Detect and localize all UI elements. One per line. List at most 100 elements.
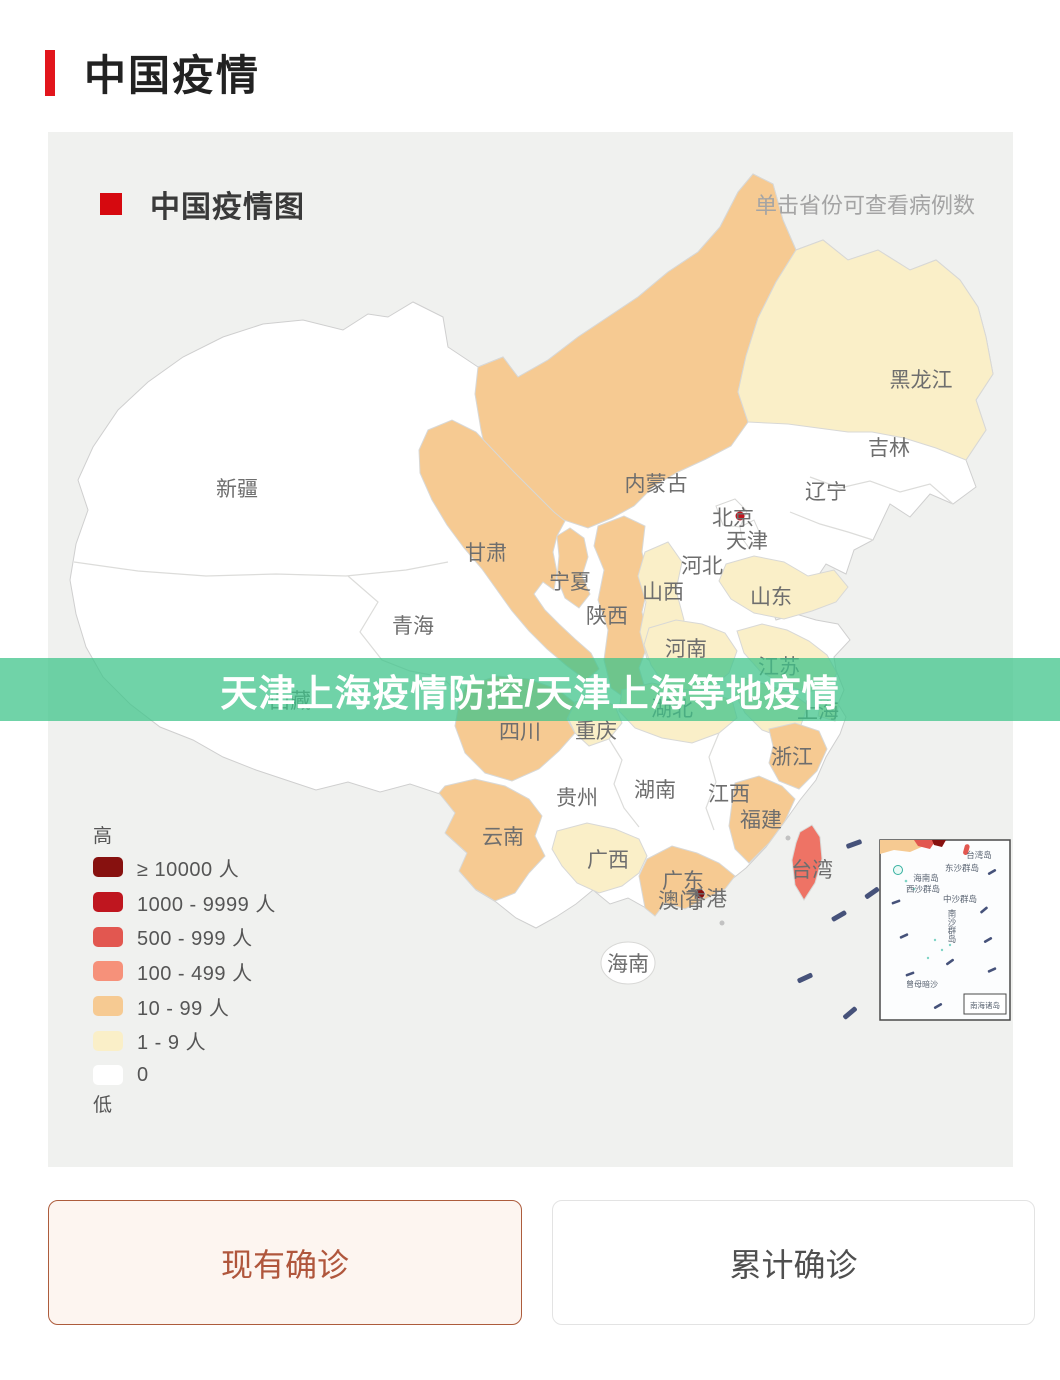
legend-label: 100 - 499 人	[137, 962, 253, 985]
province-gansu[interactable]	[418, 419, 600, 681]
map-legend: 高 ≥ 10000 人 1000 - 9999 人 500 - 999 人 100 - …	[93, 824, 276, 1119]
province-hongkong[interactable]	[694, 888, 706, 900]
map-card: 中国疫情图 单击省份可查看病例数	[48, 132, 1013, 1167]
islet	[785, 835, 791, 841]
south-china-sea-inset: 台湾岛 东沙群岛 海南岛 西沙群岛 中沙群岛 南沙群岛 曾母暗沙 南海诸岛	[879, 839, 1011, 1021]
inset-corner-label: 南海诸岛	[970, 1000, 1000, 1010]
islet	[719, 920, 725, 926]
legend-label: 1 - 9 人	[137, 1032, 207, 1055]
legend-label: ≥ 10000 人	[137, 858, 240, 881]
map-hint: 单击省份可查看病例数	[754, 193, 975, 218]
province-labels: 新疆西藏青海甘肃宁夏陕西内蒙古黑龙江吉林辽宁北京天津河北山西山东河南江苏上海湖北…	[216, 369, 953, 976]
legend-label: 1000 - 9999 人	[137, 893, 276, 916]
legend-label: 10 - 99 人	[137, 997, 230, 1020]
legend-swatch	[93, 1030, 123, 1051]
province-shapes	[418, 173, 994, 985]
map-title: 中国疫情图	[150, 191, 305, 224]
province-label[interactable]: 浙江	[771, 746, 813, 769]
province-label[interactable]: 青海	[392, 615, 434, 638]
headline-banner: 天津上海疫情防控/天津上海等地疫情	[0, 658, 1060, 721]
province-label[interactable]: 台湾	[791, 859, 833, 882]
legend-swatch	[93, 892, 123, 913]
province-shandong[interactable]	[718, 555, 849, 620]
province-label[interactable]: 海南	[607, 953, 649, 976]
legend-label: 0	[137, 1063, 149, 1086]
page-title: 中国疫情	[84, 52, 261, 99]
nine-dash-line	[797, 839, 880, 1020]
province-label[interactable]: 北京	[712, 507, 754, 530]
china-map[interactable]: 新疆西藏青海甘肃宁夏陕西内蒙古黑龙江吉林辽宁北京天津河北山西山东河南江苏上海湖北…	[48, 132, 1013, 1167]
inset-label: 西沙群岛	[906, 884, 940, 894]
province-label[interactable]: 福建	[740, 809, 782, 832]
province-zhejiang[interactable]	[768, 722, 828, 790]
province-label[interactable]: 云南	[482, 826, 524, 849]
province-heilongjiang[interactable]	[737, 239, 994, 461]
province-label[interactable]: 内蒙古	[625, 473, 688, 496]
map-title-marker-icon	[100, 193, 122, 215]
province-label[interactable]: 宁夏	[549, 571, 591, 594]
province-label[interactable]: 辽宁	[805, 481, 847, 504]
legend-label: 500 - 999 人	[137, 928, 253, 951]
province-fujian[interactable]	[728, 775, 796, 864]
province-label[interactable]: 甘肃	[465, 542, 507, 565]
page-header: 中国疫情	[45, 42, 260, 103]
province-taiwan[interactable]	[791, 824, 823, 901]
map-card-header: 中国疫情图 单击省份可查看病例数	[100, 187, 995, 224]
legend-row: 1000 - 9999 人	[93, 885, 276, 920]
province-guangxi[interactable]	[551, 822, 648, 894]
inset-corner-box	[963, 993, 1007, 1015]
cumulative-confirmed-button[interactable]: 累计确诊	[552, 1200, 1035, 1325]
province-label[interactable]: 江西	[708, 783, 750, 806]
province-label[interactable]: 吉林	[868, 437, 910, 460]
province-guangdong[interactable]	[638, 845, 736, 917]
legend-row: 500 - 999 人	[93, 919, 276, 954]
legend-row: 10 - 99 人	[93, 989, 276, 1024]
province-tianjin[interactable]	[739, 519, 762, 549]
province-label[interactable]: 河南	[665, 638, 707, 661]
province-label[interactable]: 澳门	[658, 890, 700, 913]
legend-high-label: 高	[93, 826, 113, 847]
province-label[interactable]: 湖南	[634, 779, 676, 802]
legend-swatch	[93, 926, 123, 947]
legend-swatch	[93, 1065, 123, 1086]
inset-label: 海南岛	[913, 873, 939, 883]
province-label[interactable]: 广西	[587, 849, 629, 872]
legend-row: 100 - 499 人	[93, 954, 276, 989]
province-label[interactable]: 重庆	[575, 720, 617, 743]
province-label[interactable]: 山东	[750, 586, 792, 609]
province-label[interactable]: 黑龙江	[890, 369, 953, 392]
legend-row: 0	[93, 1058, 276, 1093]
province-ningxia[interactable]	[556, 527, 591, 609]
headline-text: 天津上海疫情防控/天津上海等地疫情	[220, 672, 840, 714]
inset-hainan	[893, 865, 903, 875]
legend-swatch	[93, 857, 123, 878]
current-confirmed-button[interactable]: 现有确诊	[48, 1200, 522, 1325]
inset-label: 东沙群岛	[945, 863, 979, 873]
inset-reefs	[904, 879, 952, 960]
province-hainan[interactable]	[600, 941, 656, 985]
title-accent-bar	[45, 49, 55, 96]
province-label[interactable]: 香港	[685, 888, 727, 911]
inset-label: 台湾岛	[966, 850, 992, 860]
province-label[interactable]: 山西	[642, 581, 684, 604]
beijing-outbreak-dot[interactable]	[735, 511, 745, 521]
province-label[interactable]: 新疆	[216, 478, 258, 501]
legend-swatch	[93, 961, 123, 982]
inset-label: 曾母暗沙	[906, 979, 938, 989]
inset-label: 中沙群岛	[943, 894, 977, 904]
province-label[interactable]: 陕西	[586, 605, 628, 628]
province-yunnan[interactable]	[438, 778, 546, 902]
legend-swatch	[93, 996, 123, 1017]
province-label[interactable]: 贵州	[556, 787, 598, 810]
legend-row: 1 - 9 人	[93, 1023, 276, 1058]
province-label[interactable]: 广东	[662, 870, 704, 893]
province-label[interactable]: 天津	[726, 530, 768, 553]
legend-low-label: 低	[93, 1094, 113, 1116]
inset-taiwan	[963, 844, 970, 856]
province-label[interactable]: 河北	[681, 555, 723, 578]
inset-label: 南沙群岛	[947, 908, 957, 944]
province-label[interactable]: 四川	[499, 721, 541, 744]
legend-row: ≥ 10000 人	[93, 850, 276, 885]
inset-dashes	[891, 868, 997, 1010]
